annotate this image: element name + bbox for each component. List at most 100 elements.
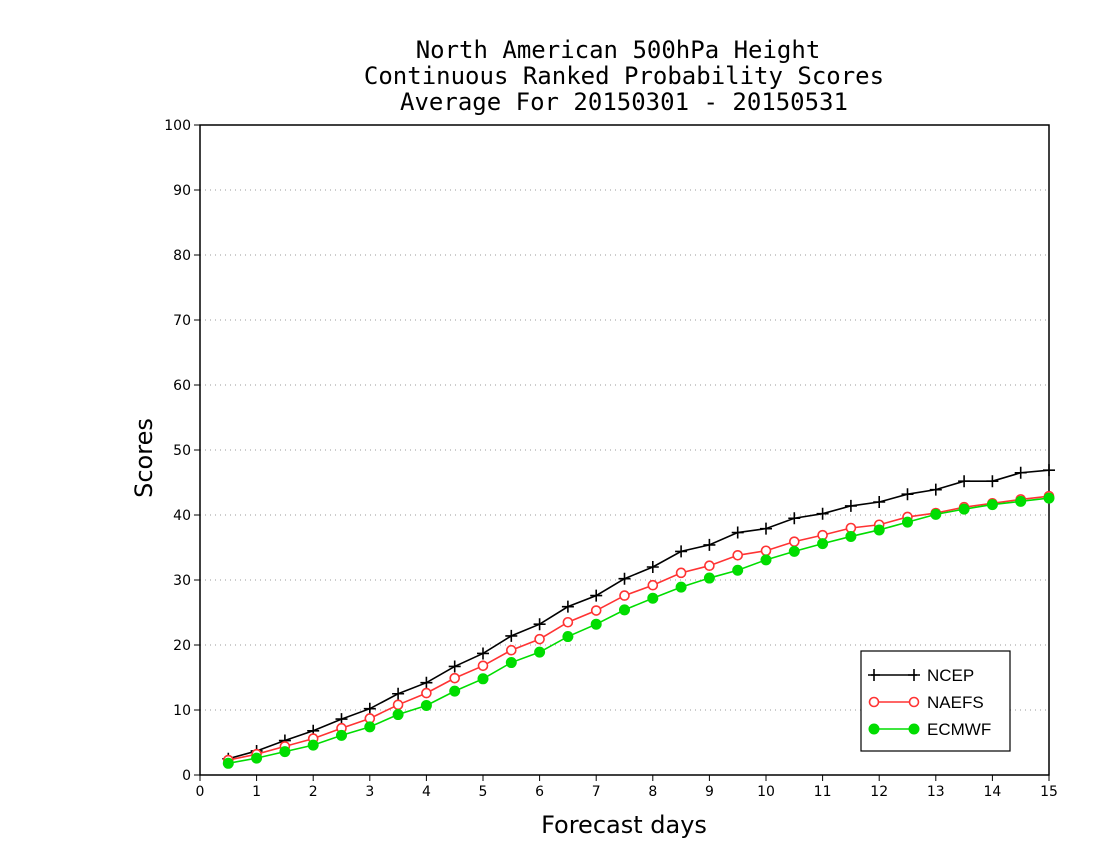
data-point-ncep-9 [448, 660, 461, 673]
x-tick-label-10: 10 [757, 784, 775, 800]
x-axis-label: Forecast days [541, 811, 707, 839]
data-point-naefs-21 [788, 536, 800, 547]
data-point-ecmwf-11 [505, 657, 517, 669]
data-point-ncep-8 [420, 676, 433, 689]
x-tick-label-1: 1 [252, 784, 261, 800]
data-point-ncep-30 [1043, 464, 1055, 477]
data-point-ecmwf-14 [590, 618, 602, 630]
y-tick-label-100: 100 [164, 118, 191, 134]
legend-label-ncep: NCEP [927, 666, 974, 685]
data-point-ncep-28 [986, 475, 999, 488]
data-point-ecmwf-15 [619, 604, 630, 616]
data-point-ncep-7 [392, 687, 405, 700]
x-tick-label-15: 15 [1040, 784, 1058, 800]
data-point-naefs-13 [562, 616, 574, 628]
x-tick-label-9: 9 [705, 784, 714, 800]
data-point-ncep-25 [901, 488, 914, 501]
data-point-ncep-20 [760, 522, 772, 535]
data-point-ecmwf-6 [364, 721, 376, 733]
x-tick-label-5: 5 [479, 784, 488, 800]
y-axis-label: Scores [130, 418, 158, 498]
data-point-naefs-16 [647, 579, 659, 591]
x-tick-label-6: 6 [535, 784, 544, 800]
data-point-ncep-18 [703, 538, 716, 551]
y-tick-label-70: 70 [173, 313, 191, 329]
data-point-ecmwf-10 [477, 673, 489, 685]
data-point-ecmwf-22 [817, 538, 829, 550]
data-point-ecmwf-3 [279, 746, 291, 758]
series-ecmwf [222, 492, 1055, 769]
x-tick-label-7: 7 [592, 784, 601, 800]
legend-box [860, 650, 1011, 752]
y-tick-label-80: 80 [173, 248, 191, 264]
data-point-ecmwf-30 [1043, 492, 1055, 504]
chart-title-line-2: Continuous Ranked Probability Scores [364, 62, 884, 90]
legend-marker-end-ncep [908, 669, 920, 681]
legend-label-ecmwf: ECMWF [927, 720, 991, 739]
data-point-ncep-14 [590, 589, 603, 602]
y-tick-label-0: 0 [182, 768, 191, 784]
data-point-ecmwf-17 [675, 581, 687, 593]
data-point-naefs-8 [421, 687, 432, 699]
data-point-ncep-12 [533, 618, 546, 631]
data-point-ecmwf-27 [958, 503, 970, 515]
y-tick-label-10: 10 [173, 703, 191, 719]
legend-marker-start-naefs [868, 696, 880, 708]
data-point-naefs-9 [449, 672, 461, 684]
data-point-ncep-29 [1014, 466, 1027, 479]
data-point-ncep-13 [561, 600, 574, 613]
data-point-ecmwf-20 [760, 554, 772, 566]
x-tick-label-2: 2 [309, 784, 318, 800]
legend-marker-end-naefs [908, 696, 920, 708]
data-point-ecmwf-23 [845, 530, 857, 542]
y-tick-label-60: 60 [173, 378, 191, 394]
data-point-ecmwf-9 [449, 685, 461, 697]
grid-lines [200, 189, 1049, 711]
data-point-ecmwf-21 [788, 545, 800, 557]
x-tick-label-13: 13 [927, 784, 945, 800]
y-tick-label-40: 40 [173, 508, 191, 524]
chart-title-line-1: North American 500hPa Height [416, 36, 821, 64]
data-point-naefs-15 [619, 590, 630, 601]
y-tick-label-50: 50 [173, 443, 191, 459]
data-point-ncep-21 [788, 512, 801, 525]
data-point-ecmwf-2 [251, 752, 263, 764]
data-point-ncep-11 [505, 629, 518, 642]
data-point-ncep-19 [731, 526, 744, 539]
legend-marker-start-ncep [868, 669, 880, 681]
chart-title-line-3: Average For 20150301 - 20150531 [400, 88, 848, 116]
y-tick-label-30: 30 [173, 573, 191, 589]
data-point-ncep-27 [958, 475, 971, 488]
data-point-ecmwf-8 [420, 699, 432, 711]
data-point-naefs-11 [505, 644, 517, 656]
data-point-ncep-6 [363, 702, 376, 715]
data-point-ecmwf-7 [392, 709, 404, 721]
data-point-naefs-18 [704, 560, 715, 572]
data-point-ecmwf-16 [647, 592, 659, 604]
legend: NCEP NAEFS ECMWF [860, 650, 1011, 752]
data-point-ncep-10 [477, 647, 489, 660]
series-group [222, 464, 1055, 769]
x-tick-label-4: 4 [422, 784, 431, 800]
x-tick-label-14: 14 [983, 784, 1001, 800]
x-tick-label-0: 0 [196, 784, 205, 800]
data-point-ncep-24 [873, 496, 886, 508]
data-point-ncep-26 [929, 483, 942, 496]
data-point-ecmwf-26 [930, 508, 942, 520]
data-point-ecmwf-28 [986, 499, 998, 511]
data-point-naefs-12 [534, 633, 545, 645]
data-point-naefs-17 [675, 567, 687, 579]
data-point-ecmwf-5 [336, 729, 347, 741]
data-point-ecmwf-19 [732, 564, 744, 576]
data-point-ecmwf-29 [1015, 495, 1027, 507]
data-point-naefs-14 [590, 605, 602, 616]
data-point-naefs-19 [732, 549, 744, 561]
y-tick-label-90: 90 [173, 183, 191, 199]
x-tick-label-8: 8 [648, 784, 657, 800]
data-point-ecmwf-12 [534, 646, 546, 658]
data-point-naefs-20 [760, 545, 772, 557]
data-point-ecmwf-13 [562, 631, 574, 643]
